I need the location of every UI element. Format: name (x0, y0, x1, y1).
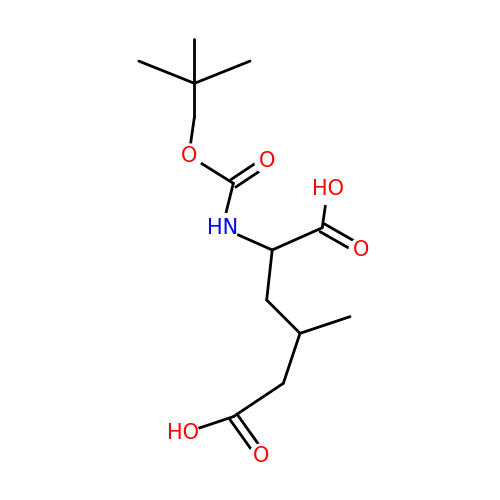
Text: O: O (353, 240, 370, 260)
Text: O: O (253, 446, 270, 466)
Text: O: O (180, 146, 197, 166)
Text: O: O (258, 151, 275, 171)
Text: HN: HN (206, 218, 238, 238)
Text: HO: HO (312, 179, 344, 199)
Text: HO: HO (168, 424, 200, 444)
